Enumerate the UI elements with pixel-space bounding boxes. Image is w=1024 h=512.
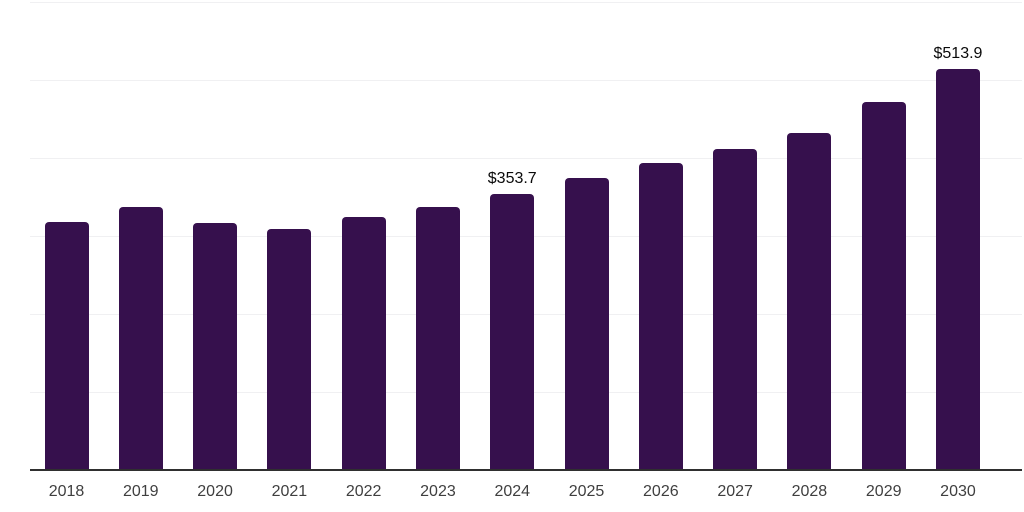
bar-2020	[193, 222, 238, 470]
x-tick-label-2020: 2020	[197, 483, 233, 500]
x-tick-label-2019: 2019	[122, 483, 159, 500]
bar-value-label-2030: $513.9	[933, 45, 983, 63]
x-tick-label-2030: 2030	[940, 483, 976, 500]
x-tick-label-2022: 2022	[345, 483, 382, 500]
bar-2026	[638, 162, 683, 470]
bar-2018	[44, 221, 89, 470]
bar-2022	[341, 217, 386, 470]
gridline	[30, 80, 1022, 81]
bar-2025	[564, 178, 609, 470]
x-tick-label-2024: 2024	[494, 483, 531, 500]
x-tick-label-2018: 2018	[48, 483, 85, 500]
x-tick-label-2025: 2025	[568, 483, 605, 500]
x-tick-label-2028: 2028	[791, 483, 828, 500]
bar-2023	[415, 207, 460, 470]
bar-2029	[861, 101, 906, 470]
bar-2019	[118, 207, 163, 470]
x-tick-label-2023: 2023	[420, 483, 456, 500]
gridline	[30, 2, 1022, 3]
bar-2027	[713, 148, 758, 470]
bar-2030	[935, 69, 980, 470]
x-axis-line	[30, 469, 1022, 471]
x-tick-label-2029: 2029	[865, 483, 902, 500]
gridline	[30, 158, 1022, 159]
x-tick-label-2021: 2021	[271, 483, 308, 500]
x-tick-label-2026: 2026	[643, 483, 679, 500]
plot-area: $353.7 $513.9	[30, 2, 1022, 471]
bar-2028	[787, 133, 832, 470]
bar-2024	[490, 194, 535, 470]
bar-value-label-2024: $353.7	[487, 170, 537, 188]
bar-2021	[267, 228, 312, 470]
x-tick-label-2027: 2027	[717, 483, 753, 500]
